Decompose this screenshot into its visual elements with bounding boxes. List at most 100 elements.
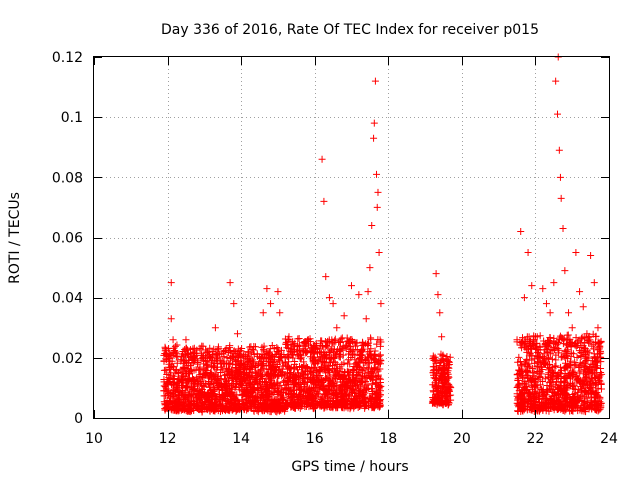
- data-point: [368, 375, 376, 383]
- data-point: [214, 348, 222, 356]
- data-point: [172, 353, 180, 361]
- data-point: [267, 300, 275, 308]
- data-point: [296, 350, 304, 358]
- data-point: [213, 351, 221, 359]
- data-point: [288, 393, 296, 401]
- data-point: [276, 309, 284, 317]
- data-point: [299, 364, 307, 372]
- y-tick-label: 0.04: [52, 291, 83, 307]
- data-point: [249, 399, 257, 407]
- data-point: [171, 346, 179, 354]
- data-point: [353, 345, 361, 353]
- data-point: [292, 404, 300, 412]
- data-point: [187, 366, 195, 374]
- data-point: [182, 398, 190, 406]
- data-point: [268, 352, 276, 360]
- data-point: [287, 398, 295, 406]
- data-point: [311, 360, 319, 368]
- data-point: [568, 324, 576, 332]
- data-point: [170, 403, 178, 411]
- x-tick-label: 24: [600, 431, 618, 447]
- data-point: [369, 376, 377, 384]
- data-point: [367, 356, 375, 364]
- data-point: [227, 353, 235, 361]
- data-point: [262, 392, 270, 400]
- data-point: [517, 227, 525, 235]
- data-point: [295, 386, 303, 394]
- y-tick-label: 0.06: [52, 231, 83, 247]
- data-points: [160, 53, 606, 416]
- data-point: [329, 390, 337, 398]
- data-point: [207, 353, 215, 361]
- data-point: [242, 393, 250, 401]
- data-point: [356, 350, 364, 358]
- data-point: [272, 350, 280, 358]
- data-point: [339, 351, 347, 359]
- data-point: [174, 370, 182, 378]
- data-point: [238, 396, 246, 404]
- data-point: [316, 366, 324, 374]
- data-point: [223, 404, 231, 412]
- data-point: [248, 387, 256, 395]
- data-point: [259, 309, 267, 317]
- data-point: [325, 396, 333, 404]
- data-point: [432, 270, 440, 278]
- data-point: [274, 398, 282, 406]
- data-point: [271, 400, 279, 408]
- data-point: [357, 348, 365, 356]
- data-point: [195, 405, 203, 413]
- data-point: [331, 374, 339, 382]
- data-point: [343, 368, 351, 376]
- data-point: [198, 382, 206, 390]
- data-point: [246, 354, 254, 362]
- data-point: [260, 357, 268, 365]
- data-point: [331, 368, 339, 376]
- data-point: [161, 382, 169, 390]
- data-point: [352, 375, 360, 383]
- x-tick-label: 20: [453, 431, 471, 447]
- data-point: [163, 404, 171, 412]
- data-point: [199, 354, 207, 362]
- data-point: [222, 405, 230, 413]
- data-point: [347, 403, 355, 411]
- data-point: [166, 357, 174, 365]
- data-point: [175, 405, 183, 413]
- data-point: [273, 347, 281, 355]
- data-point: [325, 294, 333, 302]
- data-point: [374, 188, 382, 196]
- data-point: [274, 288, 282, 296]
- data-point: [194, 358, 202, 366]
- data-point: [250, 351, 258, 359]
- data-point: [217, 359, 225, 367]
- data-point: [371, 77, 379, 85]
- y-tick-label: 0.12: [52, 50, 83, 66]
- data-point: [219, 393, 227, 401]
- data-point: [262, 378, 270, 386]
- data-point: [244, 348, 252, 356]
- data-point: [202, 379, 210, 387]
- data-point: [204, 398, 212, 406]
- data-point: [255, 404, 263, 412]
- data-point: [263, 369, 271, 377]
- data-point: [596, 339, 604, 347]
- data-point: [359, 392, 367, 400]
- data-point: [228, 360, 236, 368]
- data-point: [180, 353, 188, 361]
- data-point: [565, 309, 573, 317]
- data-point: [198, 386, 206, 394]
- data-point: [210, 357, 218, 365]
- data-point: [288, 393, 296, 401]
- data-point: [550, 279, 558, 287]
- data-point: [252, 368, 260, 376]
- data-point: [524, 249, 532, 257]
- data-point: [237, 405, 245, 413]
- data-point: [258, 390, 266, 398]
- data-point: [311, 403, 319, 411]
- data-point: [594, 324, 602, 332]
- data-point: [242, 371, 250, 379]
- data-point: [357, 356, 365, 364]
- data-point: [248, 403, 256, 411]
- data-point: [183, 365, 191, 373]
- x-axis-label: GPS time / hours: [291, 459, 408, 475]
